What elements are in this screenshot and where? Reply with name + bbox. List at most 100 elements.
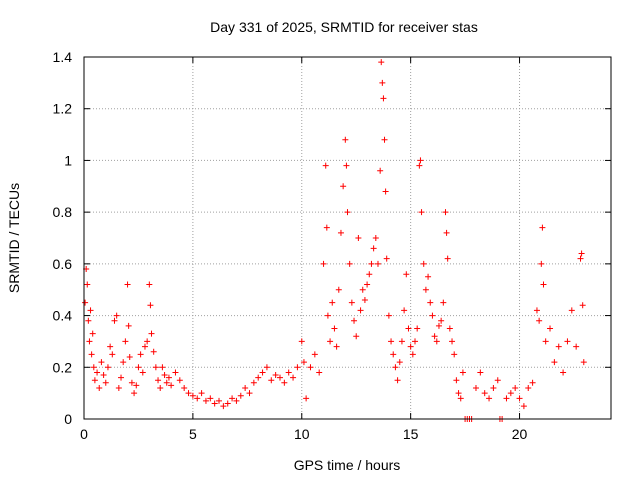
data-point <box>122 338 129 345</box>
data-point <box>163 379 170 386</box>
data-point <box>368 260 375 267</box>
data-point <box>96 384 103 391</box>
data-point <box>335 286 342 293</box>
data-point <box>577 255 584 262</box>
data-point <box>85 317 92 324</box>
data-point <box>281 379 288 386</box>
data-point <box>539 224 546 231</box>
data-point <box>459 369 466 376</box>
data-point <box>237 392 244 399</box>
data-point <box>361 297 368 304</box>
data-point <box>91 377 98 384</box>
data-point <box>211 400 218 407</box>
data-point <box>98 359 105 366</box>
data-point <box>118 374 125 381</box>
data-point <box>137 351 144 358</box>
data-point <box>90 364 97 371</box>
data-point <box>425 273 432 280</box>
data-point <box>316 369 323 376</box>
chart-title: Day 331 of 2025, SRMTID for receiver sta… <box>210 19 478 35</box>
data-point <box>394 377 401 384</box>
data-point <box>148 330 155 337</box>
data-point <box>403 271 410 278</box>
data-point <box>348 299 355 306</box>
data-point <box>298 338 305 345</box>
data-point <box>547 325 554 332</box>
data-point <box>340 183 347 190</box>
data-point <box>276 374 283 381</box>
data-point <box>337 229 344 236</box>
data-point <box>551 359 558 366</box>
data-point <box>359 286 366 293</box>
data-point <box>568 307 575 314</box>
data-point <box>401 307 408 314</box>
data-point <box>327 338 334 345</box>
data-point <box>355 235 362 241</box>
data-point <box>246 390 253 397</box>
data-point <box>477 369 484 376</box>
data-point <box>433 338 440 345</box>
data-point <box>152 364 159 371</box>
y-tick-label: 0.8 <box>53 204 73 220</box>
data-point <box>405 325 412 332</box>
x-tick-label: 5 <box>189 426 197 442</box>
data-point <box>374 260 381 267</box>
data-point <box>202 397 209 404</box>
data-point <box>542 338 549 345</box>
data-point <box>414 325 421 332</box>
data-point <box>220 403 227 410</box>
data-point <box>139 369 146 376</box>
data-point <box>250 379 257 386</box>
data-point <box>224 400 231 407</box>
data-point <box>417 157 424 164</box>
data-point <box>255 374 262 381</box>
data-point <box>320 260 327 267</box>
data-point <box>429 312 436 319</box>
data-point <box>259 369 266 376</box>
data-point <box>416 162 423 169</box>
y-axis-label: SRMTID / TECUs <box>6 183 22 293</box>
data-point <box>285 369 292 376</box>
data-point <box>272 372 279 379</box>
data-point <box>102 379 109 386</box>
data-point <box>418 209 425 216</box>
data-point <box>516 395 523 402</box>
y-tick-label: 0.4 <box>53 308 73 324</box>
data-point <box>383 255 390 262</box>
data-point <box>342 136 349 143</box>
data-point <box>331 325 338 332</box>
data-point <box>176 377 183 384</box>
data-point <box>104 364 111 371</box>
data-point <box>144 338 151 345</box>
data-point <box>573 343 580 350</box>
data-point <box>229 395 236 402</box>
data-point <box>538 260 545 267</box>
data-point <box>124 281 131 288</box>
data-point <box>564 338 571 345</box>
data-point <box>392 364 399 371</box>
data-point <box>379 79 386 86</box>
data-point <box>396 359 403 366</box>
data-point <box>525 384 532 391</box>
data-point <box>82 299 89 306</box>
data-point <box>364 281 371 288</box>
x-tick-label: 20 <box>512 426 528 442</box>
data-point <box>172 369 179 376</box>
data-point <box>157 384 164 391</box>
data-point <box>322 162 329 169</box>
data-point <box>84 281 91 288</box>
data-point <box>507 390 514 397</box>
data-point <box>435 322 442 329</box>
data-point <box>189 392 196 399</box>
data-point <box>344 209 351 216</box>
x-axis-ticks: 0 5 10 15 20 <box>80 57 528 442</box>
data-point <box>427 299 434 306</box>
data-point <box>120 359 127 366</box>
data-point <box>107 343 114 350</box>
data-point <box>481 390 488 397</box>
data-point <box>377 167 384 174</box>
data-point <box>390 351 397 358</box>
data-point <box>431 333 438 340</box>
data-point <box>580 359 587 366</box>
